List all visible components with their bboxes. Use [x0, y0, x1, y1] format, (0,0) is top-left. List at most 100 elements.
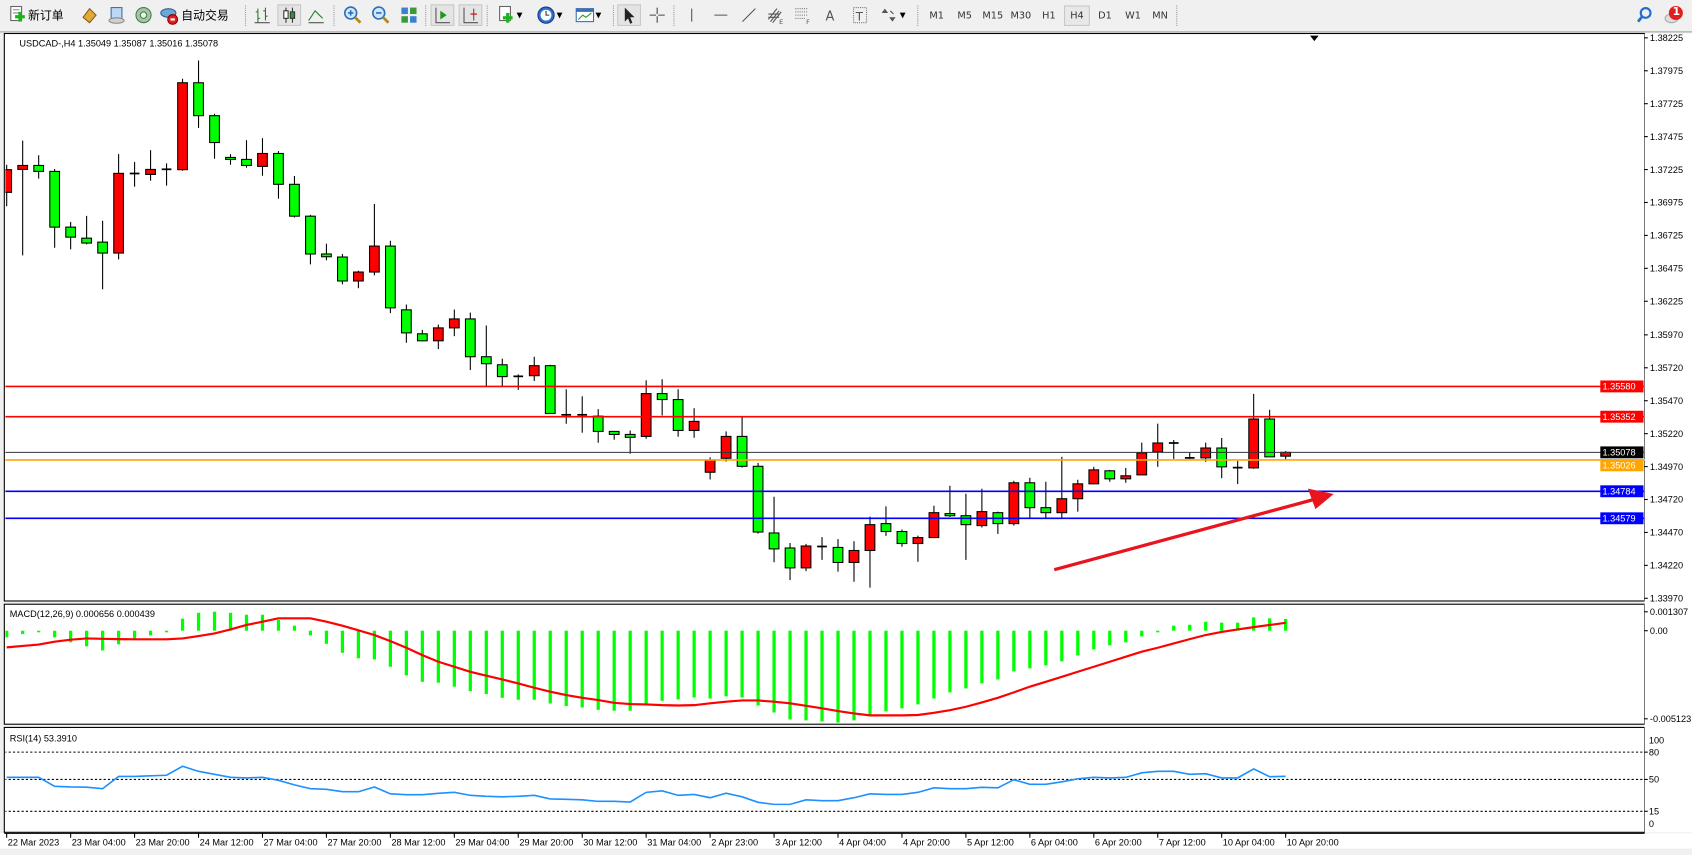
chevron-down-icon: ▼	[556, 10, 563, 20]
fibonacci-fan-button[interactable]: E	[764, 4, 788, 26]
tile-windows-button[interactable]	[397, 4, 421, 26]
macd-title: MACD(12,26,9) 0.000656 0.000439	[10, 609, 155, 619]
chart-shift-marker	[1310, 35, 1319, 42]
bar-chart-button[interactable]	[250, 4, 274, 26]
auto-scroll-button[interactable]	[430, 4, 455, 26]
macd-histogram-bar	[628, 630, 632, 711]
cursor-button[interactable]	[617, 4, 641, 26]
arrows-button[interactable]: ▼	[876, 4, 908, 26]
market-watch-button[interactable]	[78, 4, 102, 26]
macd-histogram-bar	[964, 630, 968, 689]
candle-body	[1104, 470, 1116, 480]
macd-histogram-bar	[1220, 622, 1224, 631]
price-level-label: 1.34579	[1602, 514, 1635, 524]
search-button[interactable]	[1633, 4, 1657, 26]
macd-histogram-bar	[148, 630, 153, 636]
price-tick-label: 1.36975	[1650, 198, 1683, 208]
candle	[513, 374, 524, 390]
timeframe-mn[interactable]: MN	[1152, 10, 1168, 22]
timeframe-h4[interactable]: H4	[1063, 5, 1090, 26]
trendline-icon	[742, 8, 756, 23]
chart-shift-button[interactable]	[458, 4, 483, 26]
price-level-badge	[1600, 485, 1644, 498]
candle-body	[1248, 418, 1260, 469]
price-tick-label: 1.34720	[1650, 495, 1683, 505]
periods-button[interactable]: ▼	[533, 4, 565, 26]
macd-histogram-bar	[340, 630, 345, 653]
candle	[817, 537, 827, 560]
line-chart-icon	[308, 9, 324, 24]
macd-histogram-bar	[132, 630, 137, 639]
auto-trading-button[interactable]: 自动交易	[160, 4, 229, 26]
time-tick-label: 4 Apr 04:00	[839, 837, 886, 847]
data-window-button[interactable]	[105, 4, 129, 26]
candle	[912, 535, 924, 562]
toolbar-separator	[486, 5, 489, 26]
candle-body	[1008, 482, 1020, 525]
macd-histogram-bar	[1076, 630, 1080, 656]
candle-body	[912, 537, 924, 545]
candle	[49, 169, 61, 248]
candle	[289, 176, 300, 218]
price-tick-label: 1.37725	[1650, 99, 1683, 109]
horizontal-line-button[interactable]	[709, 4, 733, 26]
macd-histogram-bar	[452, 630, 456, 687]
zoom-in-button[interactable]	[341, 4, 365, 26]
candle	[960, 493, 972, 560]
candle	[1216, 437, 1228, 479]
price-level-label: 1.34784	[1602, 487, 1635, 497]
macd-histogram-bar	[548, 630, 552, 704]
timeframe-m1[interactable]: M1	[929, 10, 944, 22]
candle-body	[960, 515, 972, 526]
text-label-button[interactable]: T	[848, 4, 872, 26]
navigator-button[interactable]	[132, 4, 156, 26]
trendline-button[interactable]	[737, 4, 761, 26]
macd-histogram-bar	[180, 618, 185, 631]
zoom-out-icon	[372, 6, 390, 24]
price-tick-label: 1.36725	[1650, 231, 1683, 241]
time-tick-label: 23 Mar 04:00	[72, 837, 126, 847]
notification-button[interactable]: 1	[1662, 4, 1686, 26]
cursor-icon	[624, 7, 635, 24]
svg-text:F: F	[806, 18, 810, 25]
candle-body	[784, 547, 796, 569]
candle	[33, 155, 45, 179]
crosshair-button[interactable]	[645, 4, 669, 26]
toolbar-separator	[244, 5, 247, 26]
templates-button[interactable]: ▼	[572, 4, 604, 26]
timeframe-d1[interactable]: D1	[1098, 10, 1112, 22]
candle-body	[305, 215, 316, 255]
fibonacci-retracement-button[interactable]: F	[791, 4, 815, 26]
candle	[209, 113, 220, 159]
price-tick-label: 1.33970	[1650, 594, 1683, 604]
candle	[145, 150, 156, 181]
crosshair-icon	[649, 7, 665, 23]
toolbar-separator	[673, 5, 675, 26]
timeframe-h1[interactable]: H1	[1042, 10, 1056, 22]
line-chart-button[interactable]	[304, 4, 328, 26]
macd-histogram-bar	[740, 630, 744, 698]
timeframe-m5[interactable]: M5	[957, 10, 972, 22]
toolbar-separator	[612, 5, 615, 26]
timeframe-m15[interactable]: M15	[982, 10, 1004, 22]
vertical-line-button[interactable]	[680, 4, 704, 26]
zoom-out-button[interactable]	[369, 4, 393, 26]
candle-body	[1056, 498, 1068, 514]
time-tick-label: 10 Apr 20:00	[1287, 837, 1339, 847]
candle-body	[33, 164, 45, 172]
timeframe-w1[interactable]: W1	[1125, 10, 1141, 22]
time-tick-label: 23 Mar 20:00	[136, 837, 190, 847]
candle-body	[752, 465, 764, 533]
macd-tick-label: 0.001307	[1650, 607, 1688, 617]
macd-histogram-bar	[980, 630, 984, 684]
candlestick-button[interactable]	[277, 4, 302, 26]
candle	[400, 304, 412, 343]
timeframe-m30[interactable]: M30	[1010, 10, 1032, 22]
candlestick-icon	[283, 7, 296, 23]
candle-body	[480, 356, 492, 365]
new-order-button[interactable]: 新订单	[9, 4, 64, 26]
indicators-button[interactable]: ▼	[493, 4, 525, 26]
candle-body	[5, 169, 13, 193]
text-button[interactable]: A	[819, 4, 843, 26]
